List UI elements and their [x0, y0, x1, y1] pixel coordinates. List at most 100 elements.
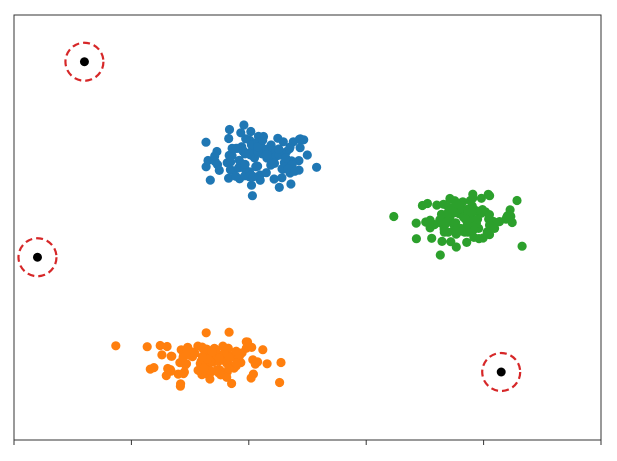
data-point: [149, 363, 159, 373]
data-point: [246, 373, 256, 383]
data-point: [258, 135, 268, 145]
data-point: [485, 191, 495, 201]
data-point: [199, 363, 209, 373]
data-point: [240, 149, 250, 159]
data-point: [281, 153, 291, 163]
data-point: [111, 341, 121, 351]
data-point: [182, 345, 192, 355]
data-point: [283, 164, 293, 174]
data-point: [231, 346, 241, 356]
data-point: [457, 226, 467, 236]
data-point: [180, 360, 190, 370]
data-point: [218, 341, 228, 351]
outlier-ring-0: [64, 41, 105, 82]
data-point: [261, 168, 271, 178]
data-point: [207, 347, 217, 357]
outlier-ring-1: [17, 237, 58, 278]
data-point: [227, 378, 237, 389]
data-point: [312, 162, 322, 172]
data-point: [246, 126, 256, 137]
data-point: [262, 150, 272, 160]
data-point: [246, 180, 257, 190]
data-point: [173, 369, 183, 379]
data-point: [214, 165, 224, 175]
data-point: [240, 159, 250, 169]
data-point: [512, 195, 522, 206]
data-point: [441, 219, 451, 229]
data-point: [421, 217, 431, 227]
data-point: [222, 372, 232, 382]
data-point: [286, 179, 296, 189]
data-point: [224, 133, 234, 144]
data-point: [231, 143, 241, 153]
data-point: [201, 328, 211, 338]
data-point: [294, 156, 304, 166]
data-point: [290, 166, 300, 176]
data-point: [274, 182, 284, 192]
data-point: [435, 250, 445, 260]
data-point: [231, 358, 241, 368]
outlier-point-2: [496, 367, 506, 377]
data-point: [451, 218, 461, 228]
data-point: [302, 150, 312, 160]
data-point: [224, 173, 234, 183]
data-point: [239, 120, 249, 130]
data-point: [167, 351, 177, 361]
data-point: [466, 207, 476, 217]
data-point: [175, 381, 185, 391]
data-point: [276, 357, 286, 368]
data-point: [201, 137, 211, 147]
data-point: [224, 364, 234, 374]
data-point: [460, 214, 470, 224]
data-point: [476, 193, 486, 203]
data-point: [278, 137, 288, 147]
data-point: [210, 151, 220, 161]
data-point: [224, 124, 235, 135]
data-point: [236, 128, 246, 138]
data-point: [417, 200, 427, 211]
data-point: [231, 171, 241, 181]
data-point: [477, 205, 488, 215]
cluster-0: [201, 120, 322, 201]
data-point: [274, 144, 284, 154]
data-point: [284, 144, 295, 154]
data-point: [451, 198, 461, 209]
data-point: [451, 242, 461, 252]
data-point: [438, 199, 449, 209]
cluster-2: [389, 189, 527, 260]
data-point: [258, 345, 268, 355]
x-axis-ticks: [13, 440, 602, 445]
cluster-1: [111, 327, 286, 391]
data-point: [389, 211, 399, 222]
data-point: [275, 377, 285, 388]
outlier-point-0: [79, 57, 89, 67]
data-point: [225, 165, 235, 175]
data-point: [247, 342, 257, 352]
data-point: [484, 230, 495, 240]
data-point: [142, 342, 152, 352]
data-point: [203, 155, 213, 166]
data-point: [262, 359, 272, 369]
data-point: [506, 211, 516, 221]
data-point: [462, 237, 472, 247]
data-point: [205, 175, 215, 185]
data-point: [253, 142, 263, 152]
outlier-markers: [17, 41, 522, 393]
data-point: [224, 327, 234, 337]
data-point: [255, 175, 265, 185]
data-point: [162, 341, 172, 352]
data-point: [266, 140, 276, 150]
data-point: [214, 353, 224, 363]
data-point: [198, 344, 208, 354]
data-point: [155, 340, 165, 351]
data-point: [163, 363, 173, 374]
data-point: [517, 241, 527, 251]
scatter-points: [111, 120, 527, 391]
data-point: [178, 352, 188, 362]
outlier-point-1: [32, 252, 42, 262]
outlier-ring-2: [481, 351, 522, 393]
data-point: [432, 200, 442, 210]
data-point: [437, 236, 447, 246]
data-point: [157, 350, 167, 360]
